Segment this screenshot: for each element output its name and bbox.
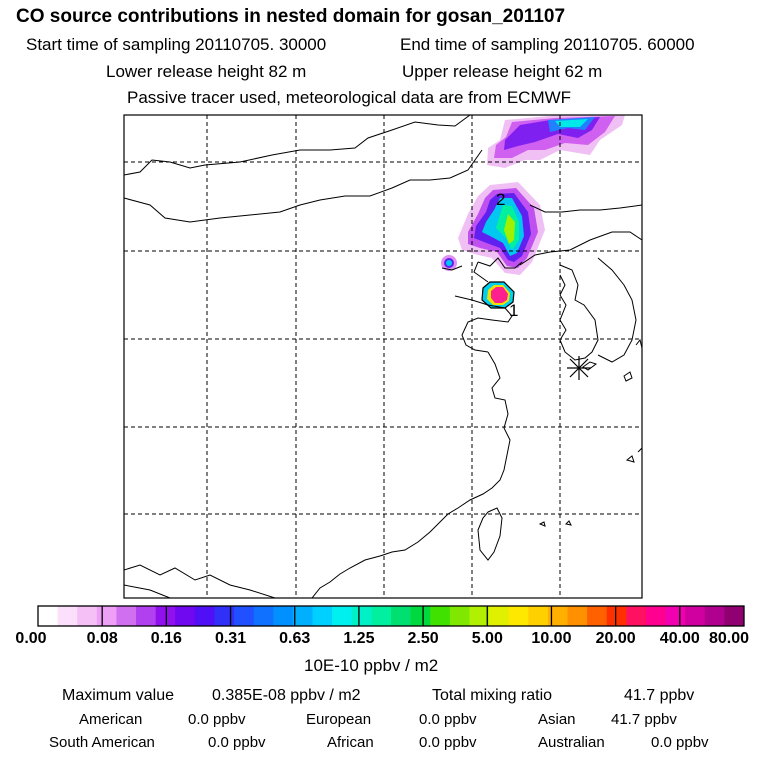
colorbar-tick-label: 0.31 (214, 630, 247, 647)
colorbar-cell (371, 606, 392, 626)
colorbar-tick-label: 0.00 (15, 630, 47, 647)
colorbar-tick-label: 0.08 (86, 630, 118, 647)
total-mixing-value: 41.7 ppbv (624, 687, 695, 704)
tracer-note: Passive tracer used, meteorological data… (127, 88, 572, 107)
colorbar-tick-label: 20.00 (595, 630, 636, 647)
colorbar-cell (77, 606, 98, 626)
plume-label-1: 1 (509, 301, 518, 320)
colorbar-cell (508, 606, 529, 626)
concentration-plume-north (487, 115, 625, 168)
colorbar-cell (606, 606, 627, 626)
taiwan-island (477, 507, 503, 561)
colorbar-cell (469, 606, 490, 626)
colorbar-cell (312, 606, 333, 626)
region-european-label: European (306, 711, 372, 728)
colorbar-cell (175, 606, 196, 626)
total-mixing-label: Total mixing ratio (432, 687, 553, 704)
colorbar-cell (234, 606, 255, 626)
region-south-american-label: South American (49, 734, 155, 751)
region-american-label: American (79, 711, 143, 728)
colorbar-tick-label: 0.63 (279, 630, 311, 647)
colorbar-cell (528, 606, 549, 626)
region-african-label: African (327, 734, 374, 751)
region-australian-label: Australian (538, 734, 605, 751)
concentration-plume-small (441, 255, 457, 271)
colorbar-cell (136, 606, 157, 626)
colorbar-cell (214, 606, 235, 626)
small-islands (538, 338, 642, 527)
colorbar-cell (567, 606, 588, 626)
colorbar-outline (37, 605, 745, 627)
colorbar-cell (57, 606, 78, 626)
map-title: CO source contributions in nested domain… (16, 6, 566, 27)
colorbar-tick-label: 0.16 (150, 630, 182, 647)
concentration-hotspot-1 (481, 281, 515, 309)
colorbar-cell (253, 606, 274, 626)
concentration-plume-2 (458, 182, 545, 275)
start-time-label: Start time of sampling 20110705. 30000 (26, 35, 327, 54)
map-frame (124, 115, 642, 598)
colorbar-cell (292, 606, 314, 626)
max-value-label: Maximum value (62, 687, 175, 704)
colorbar-tick-label: 2.50 (407, 630, 439, 647)
colorbar-cell (449, 606, 470, 626)
colorbar (37, 605, 745, 627)
lower-release-height: Lower release height 82 m (106, 62, 307, 81)
region-american-value: 0.0 ppbv (188, 711, 246, 728)
plume-label-2: 2 (496, 190, 505, 209)
colorbar-cell (332, 606, 353, 626)
colorbar-cell (38, 606, 59, 626)
region-south-american-value: 0.0 ppbv (208, 734, 266, 751)
end-time-label: End time of sampling 20110705. 60000 (400, 35, 695, 54)
colorbar-cell (351, 606, 372, 626)
colorbar-cell (273, 606, 294, 626)
colorbar-cell (489, 606, 510, 626)
colorbar-cell (96, 606, 117, 626)
colorbar-cell (410, 606, 431, 626)
colorbar-cell (724, 606, 745, 626)
colorbar-tick-label: 40.00 (659, 630, 700, 647)
colorbar-tick-label: 80.00 (708, 630, 750, 647)
colorbar-tick-label: 1.25 (343, 630, 375, 647)
upper-release-height: Upper release height 62 m (402, 62, 603, 81)
map-panel: 2 1 (123, 114, 643, 599)
region-asian-label: Asian (538, 711, 576, 728)
colorbar-tick-label: 10.00 (531, 630, 572, 647)
colorbar-cell (685, 606, 706, 626)
region-asian-value: 41.7 ppbv (611, 711, 677, 728)
max-value: 0.385E-08 ppbv / m2 (212, 687, 361, 704)
region-african-value: 0.0 ppbv (419, 734, 477, 751)
region-european-value: 0.0 ppbv (419, 711, 477, 728)
region-australian-value: 0.0 ppbv (651, 734, 709, 751)
map-border (123, 114, 643, 599)
colorbar-cell (547, 606, 568, 626)
colorbar-cell (704, 606, 725, 626)
colorbar-cell (430, 606, 451, 626)
lat-lon-grid (124, 115, 642, 598)
colorbar-cell (194, 606, 215, 626)
colorbar-unit: 10E-10 ppbv / m2 (304, 656, 439, 675)
colorbar-tick-label: 5.00 (471, 630, 503, 647)
colorbar-separators (101, 606, 681, 626)
colorbar-cell (665, 606, 686, 626)
colorbar-cell (587, 606, 608, 626)
colorbar-cell (391, 606, 412, 626)
colorbar-cell (116, 606, 137, 626)
colorbar-cells (38, 606, 745, 626)
colorbar-cell (645, 606, 667, 626)
coastlines (124, 115, 642, 598)
colorbar-cell (626, 606, 647, 626)
gosan-receptor-star-icon (567, 356, 591, 380)
